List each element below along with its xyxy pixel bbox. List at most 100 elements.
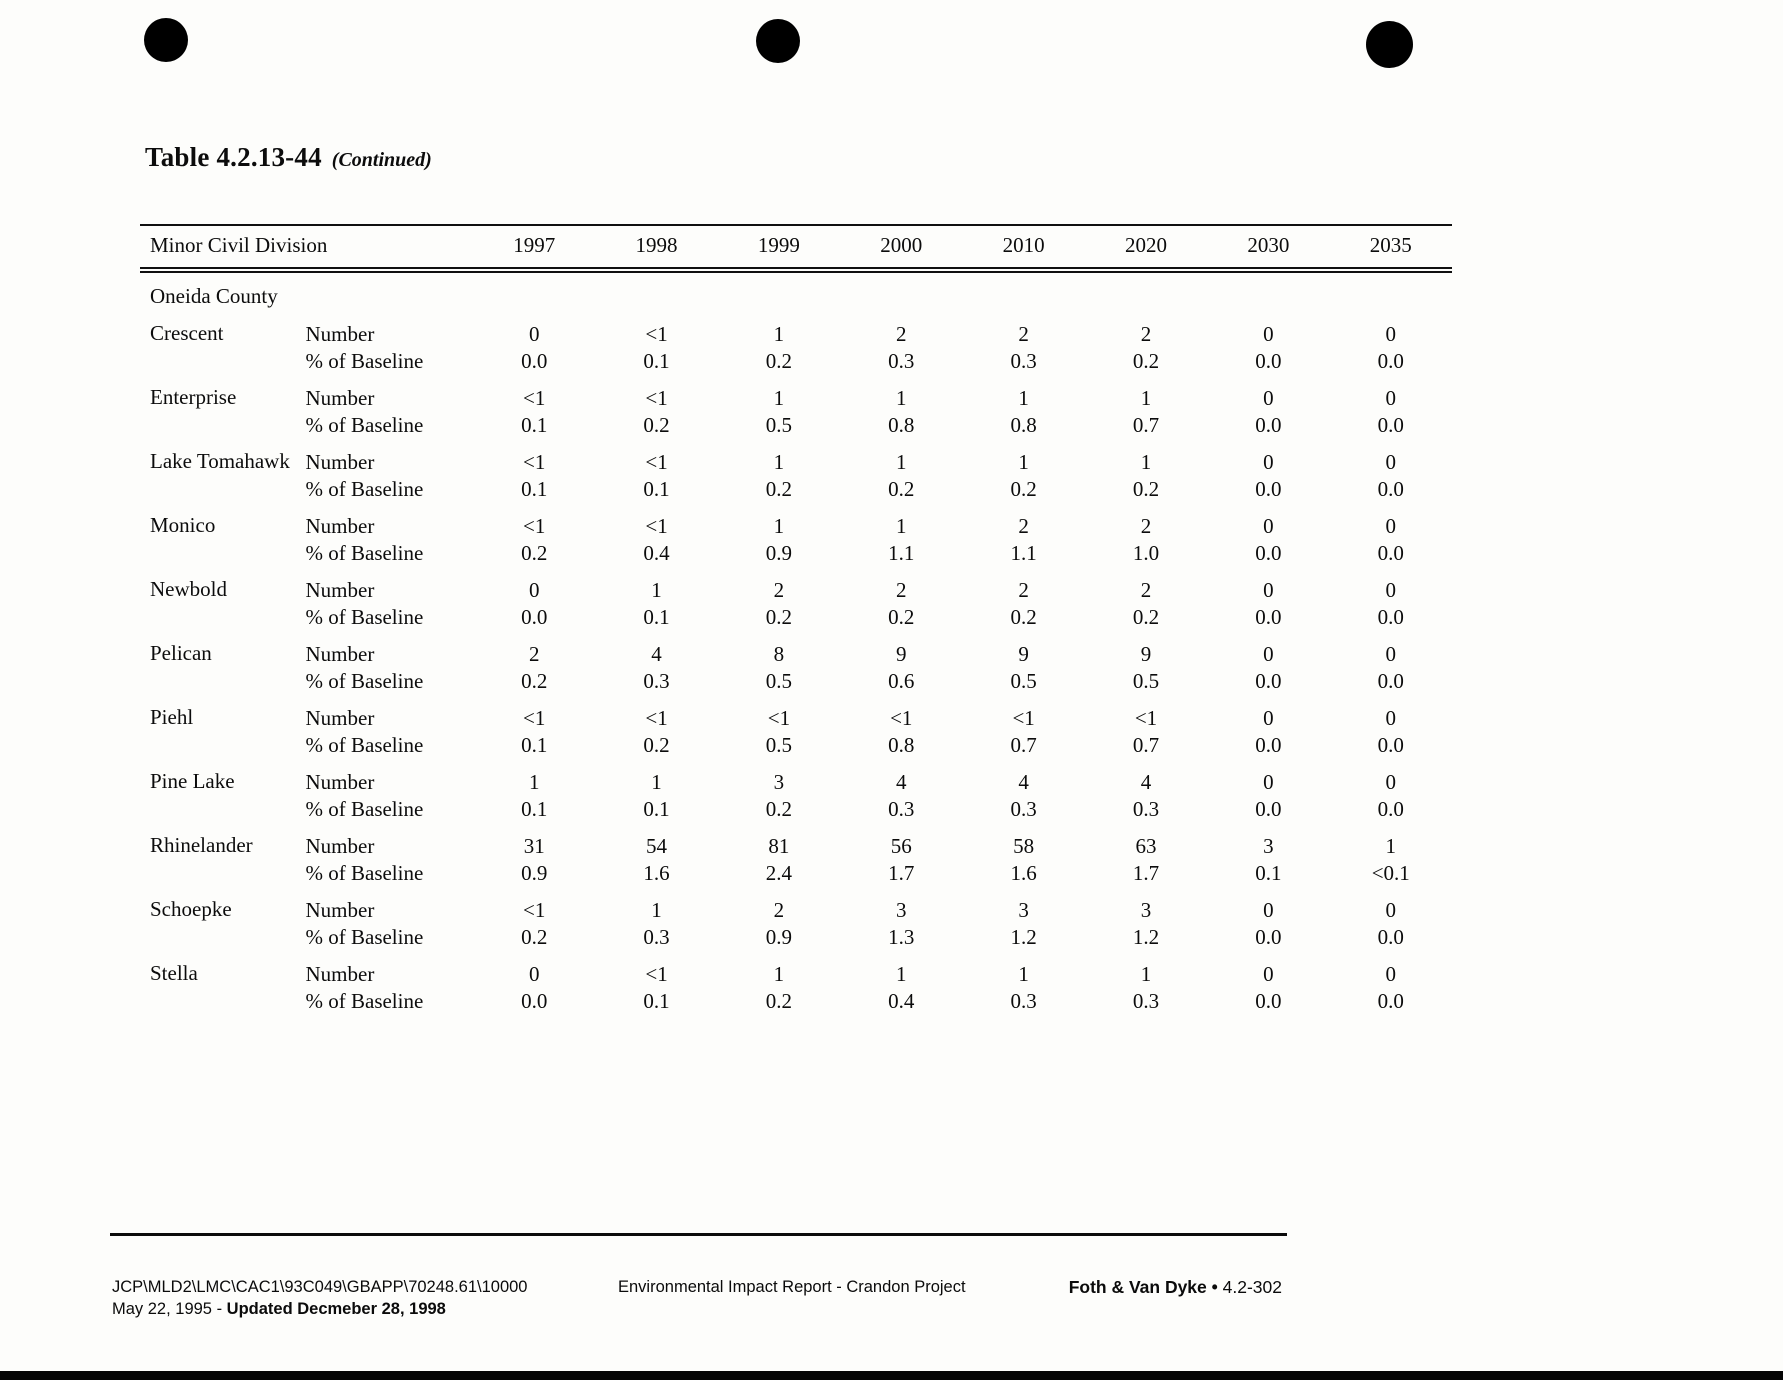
number-value-cell: 2 [896, 322, 907, 346]
pct-value-cell: 0.2 [888, 477, 915, 501]
division-number-row: Monico Number <1 <1 1 1 2 2 0 0 [140, 503, 1452, 540]
division-name: Schoepke [150, 897, 232, 921]
number-value-cell: <1 [523, 898, 546, 922]
pct-value-cell: 0.2 [1132, 349, 1160, 373]
number-value-cell: 2 [1018, 322, 1029, 346]
metric-label-number: Number [305, 642, 375, 666]
number-value-cell: 56 [890, 834, 912, 858]
number-value-cell: 3 [773, 770, 785, 794]
metric-label-pct: % of Baseline [305, 797, 424, 821]
number-value-cell: 1 [1018, 962, 1029, 986]
table-title-continued: (Continued) [331, 149, 432, 171]
number-value-cell: 31 [523, 834, 545, 858]
pct-value-cell: 1.2 [1132, 925, 1160, 949]
number-value-cell: 3 [1263, 834, 1274, 858]
division-name: Enterprise [150, 385, 237, 409]
pct-value-cell: 1.3 [888, 925, 915, 949]
number-value-cell: <1 [645, 386, 668, 410]
number-value-cell: <1 [890, 706, 913, 730]
pct-value-cell: 0.2 [521, 669, 548, 693]
number-value-cell: 0 [1263, 322, 1274, 346]
division-number-row: Rhinelander Number 31 54 81 56 58 63 3 1 [140, 823, 1452, 860]
number-value-cell: 0 [528, 962, 540, 986]
metric-label-number: Number [305, 450, 375, 474]
number-value-cell: 1 [651, 770, 662, 794]
pct-value-cell: 0.3 [1132, 989, 1160, 1013]
footer-bullet: • [1206, 1277, 1223, 1297]
number-value-cell: 0 [1263, 578, 1274, 602]
number-value-cell: 1 [1140, 386, 1152, 410]
footer-document-reference: JCP\MLD2\LMC\CAC1\93C049\GBAPP\70248.61\… [112, 1276, 527, 1320]
metric-label-pct: % of Baseline [305, 413, 424, 437]
number-value-cell: 0 [1385, 642, 1397, 666]
number-value-cell: 1 [1140, 962, 1152, 986]
division-pct-row: % of Baseline 0.1 0.1 0.2 0.2 0.2 0.2 0.0 0.0 [140, 476, 1452, 503]
footer-page-number: 4.2-302 [1222, 1277, 1282, 1297]
pct-value-cell: 0.2 [765, 989, 793, 1013]
metric-label-pct: % of Baseline [305, 349, 424, 373]
punch-hole-mark-icon [144, 18, 188, 62]
pct-value-cell: 1.1 [1010, 541, 1037, 565]
number-value-cell: 2 [1140, 514, 1152, 538]
division-number-row: Pine Lake Number 1 1 3 4 4 4 0 0 [140, 759, 1452, 796]
column-header-year: 1998 [595, 224, 718, 273]
pct-value-cell: 1.6 [1010, 861, 1037, 885]
pct-value-cell: 0.5 [765, 733, 793, 757]
table-header-row: Minor Civil Division 1997 1998 1999 2000… [140, 224, 1452, 273]
pct-value-cell: 0.7 [1010, 733, 1037, 757]
pct-value-cell: 0.0 [1255, 541, 1282, 565]
division-pct-row: % of Baseline 0.2 0.3 0.5 0.6 0.5 0.5 0.0 0.0 [140, 668, 1452, 695]
division-name: Crescent [150, 321, 224, 345]
number-value-cell: 1 [1018, 450, 1029, 474]
division-number-row: Crescent Number 0 <1 1 2 2 2 0 0 [140, 311, 1452, 348]
division-name: Pine Lake [150, 769, 235, 793]
pct-value-cell: 0.0 [1255, 605, 1282, 629]
number-value-cell: 0 [1263, 450, 1274, 474]
pct-value-cell: 0.2 [643, 413, 670, 437]
pct-value-cell: 0.9 [765, 925, 793, 949]
number-value-cell: <1 [1012, 706, 1035, 730]
column-header-division: Minor Civil Division [140, 224, 474, 273]
number-value-cell: 2 [1018, 578, 1029, 602]
pct-value-cell: 0.1 [643, 797, 670, 821]
metric-label-number: Number [305, 962, 375, 986]
division-number-row: Piehl Number <1 <1 <1 <1 <1 <1 0 0 [140, 695, 1452, 732]
division-pct-row: % of Baseline 0.0 0.1 0.2 0.3 0.3 0.2 0.0 0.0 [140, 348, 1452, 375]
pct-value-cell: 0.2 [1132, 605, 1160, 629]
pct-value-cell: 1.7 [1132, 861, 1160, 885]
footer-updated-date: Updated Decmeber 28, 1998 [226, 1300, 446, 1318]
pct-value-cell: 0.6 [888, 669, 915, 693]
number-value-cell: <1 [523, 514, 546, 538]
pct-value-cell: 0.5 [1132, 669, 1160, 693]
number-value-cell: 3 [896, 898, 907, 922]
pct-value-cell: 0.0 [1377, 541, 1404, 565]
pct-value-cell: 0.0 [1255, 733, 1282, 757]
pct-value-cell: 0.9 [521, 861, 548, 885]
pct-value-cell: 0.4 [888, 989, 915, 1013]
number-value-cell: 0 [1385, 514, 1397, 538]
metric-label-pct: % of Baseline [305, 541, 424, 565]
number-value-cell: 0 [1263, 962, 1274, 986]
punch-hole-mark-icon [1366, 21, 1413, 68]
pct-value-cell: 0.2 [1010, 477, 1037, 501]
number-value-cell: 1 [651, 898, 662, 922]
number-value-cell: 54 [646, 834, 668, 858]
pct-value-cell: 0.0 [1377, 349, 1404, 373]
number-value-cell: 1 [1018, 386, 1029, 410]
number-value-cell: 1 [773, 322, 785, 346]
pct-value-cell: 2.4 [765, 861, 793, 885]
pct-value-cell: 0.0 [1377, 733, 1404, 757]
footer-report-title: Environmental Impact Report - Crandon Pr… [618, 1278, 966, 1296]
pct-value-cell: 0.1 [1255, 861, 1282, 885]
pct-value-cell: 0.3 [1010, 989, 1037, 1013]
number-value-cell: <1 [645, 706, 668, 730]
number-value-cell: 1 [773, 514, 785, 538]
pct-value-cell: 0.4 [643, 541, 670, 565]
metric-label-number: Number [305, 706, 375, 730]
number-value-cell: 1 [1385, 834, 1397, 858]
pct-value-cell: 0.0 [1377, 477, 1404, 501]
pct-value-cell: 0.3 [643, 925, 670, 949]
table-title: Table 4.2.13-44 (Continued) [145, 142, 432, 173]
division-pct-row: % of Baseline 0.1 0.1 0.2 0.3 0.3 0.3 0.0 0.0 [140, 796, 1452, 823]
